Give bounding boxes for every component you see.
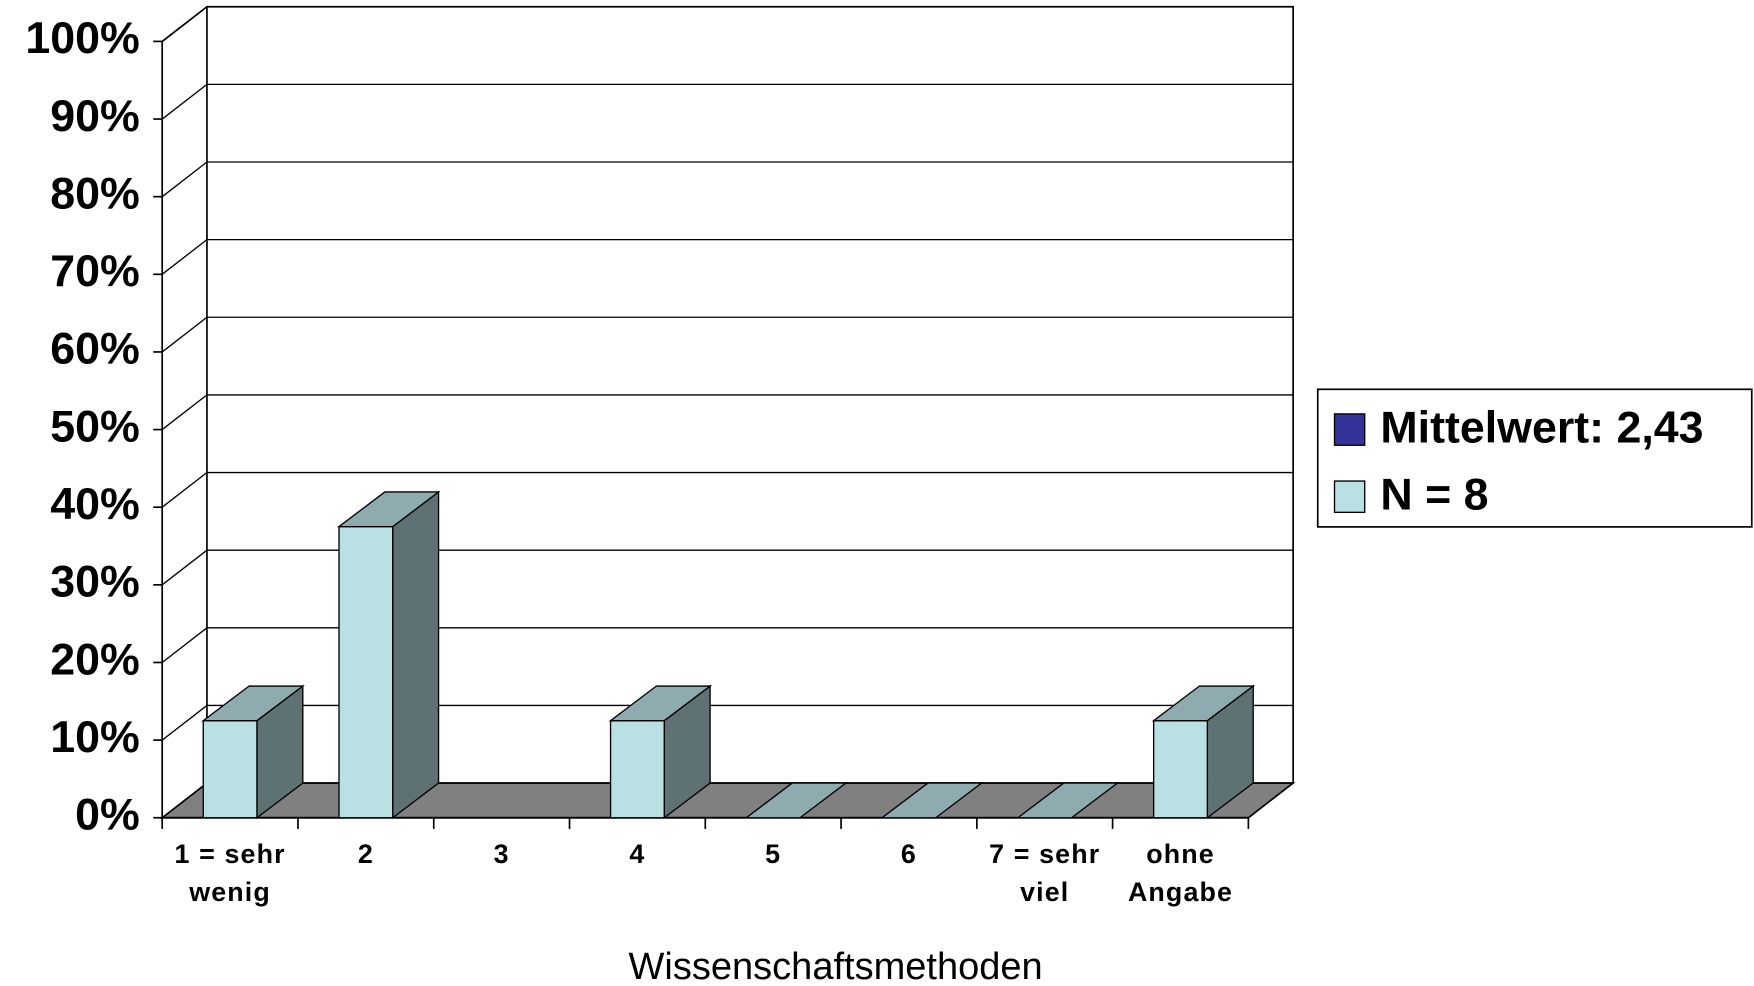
bar <box>1151 684 1256 820</box>
grid-line <box>161 549 1294 586</box>
x-tick-label: ohne Angabe <box>1128 839 1233 907</box>
bar-side <box>392 490 440 820</box>
x-tick-label-line: 7 = sehr <box>989 839 1100 869</box>
bar-front <box>1152 720 1209 819</box>
x-tick-label-line: viel <box>1020 877 1069 907</box>
legend-label: N = 8 <box>1380 470 1488 520</box>
y-tick-label: 40% <box>50 479 140 529</box>
grid-line <box>161 161 1294 198</box>
bar <box>880 782 984 819</box>
y-tick-label: 10% <box>50 712 140 762</box>
y-tick-label: 90% <box>50 91 140 141</box>
y-tick-label: 0% <box>75 790 140 840</box>
bar-front <box>202 720 258 819</box>
x-tick-label-line: wenig <box>188 877 271 907</box>
bar-top <box>744 782 848 819</box>
x-tick-label: 3 <box>494 839 510 869</box>
y-tick-label: 100% <box>25 13 139 63</box>
grid-line <box>161 316 1294 353</box>
floor <box>159 782 1296 819</box>
bar <box>201 684 305 820</box>
bar-front <box>609 720 665 819</box>
x-tick-label-line: 1 = sehr <box>175 839 286 869</box>
x-tick-label-line: Angabe <box>1128 877 1233 907</box>
y-tick-label: 30% <box>50 557 140 607</box>
x-tick-label: 7 = sehr viel <box>989 839 1100 907</box>
x-tick-label: 5 <box>765 839 781 869</box>
x-tick-label: 4 <box>629 839 645 869</box>
bar <box>337 490 441 820</box>
legend-box <box>1316 388 1753 528</box>
bar-top <box>608 685 713 722</box>
y-tick-label: 20% <box>50 634 140 684</box>
y-tick-label: 50% <box>50 401 140 451</box>
legend-swatch <box>1333 480 1366 514</box>
legend-swatch <box>1333 413 1366 446</box>
x-tick-label: 1 = sehr wenig <box>175 839 286 907</box>
y-tick-label: 80% <box>50 168 140 218</box>
bar-top <box>337 491 441 528</box>
bar-top <box>1015 782 1120 819</box>
bar-top <box>201 685 305 722</box>
grid-line <box>161 627 1294 664</box>
x-tick-label: 2 <box>358 839 374 869</box>
grid-line <box>161 83 1294 120</box>
x-tick-label-line: ohne <box>1146 839 1215 869</box>
x-tick-label: 6 <box>901 839 917 869</box>
grid-line <box>161 238 1294 275</box>
bar <box>608 684 713 820</box>
y-axis-top <box>161 6 208 43</box>
grid-line <box>161 704 1294 741</box>
y-tick-label: 70% <box>50 246 140 296</box>
legend-label: Mittelwert: 2,43 <box>1380 403 1703 453</box>
bar <box>1015 782 1120 819</box>
grid-line <box>161 471 1294 508</box>
bar-top <box>1151 685 1256 722</box>
x-axis-title: Wissenschaftsmethoden <box>629 946 1043 986</box>
bar <box>744 782 848 819</box>
bar-front <box>338 525 394 819</box>
grid-line <box>161 394 1294 431</box>
bar-top <box>880 782 984 819</box>
y-tick-label: 60% <box>50 324 140 374</box>
